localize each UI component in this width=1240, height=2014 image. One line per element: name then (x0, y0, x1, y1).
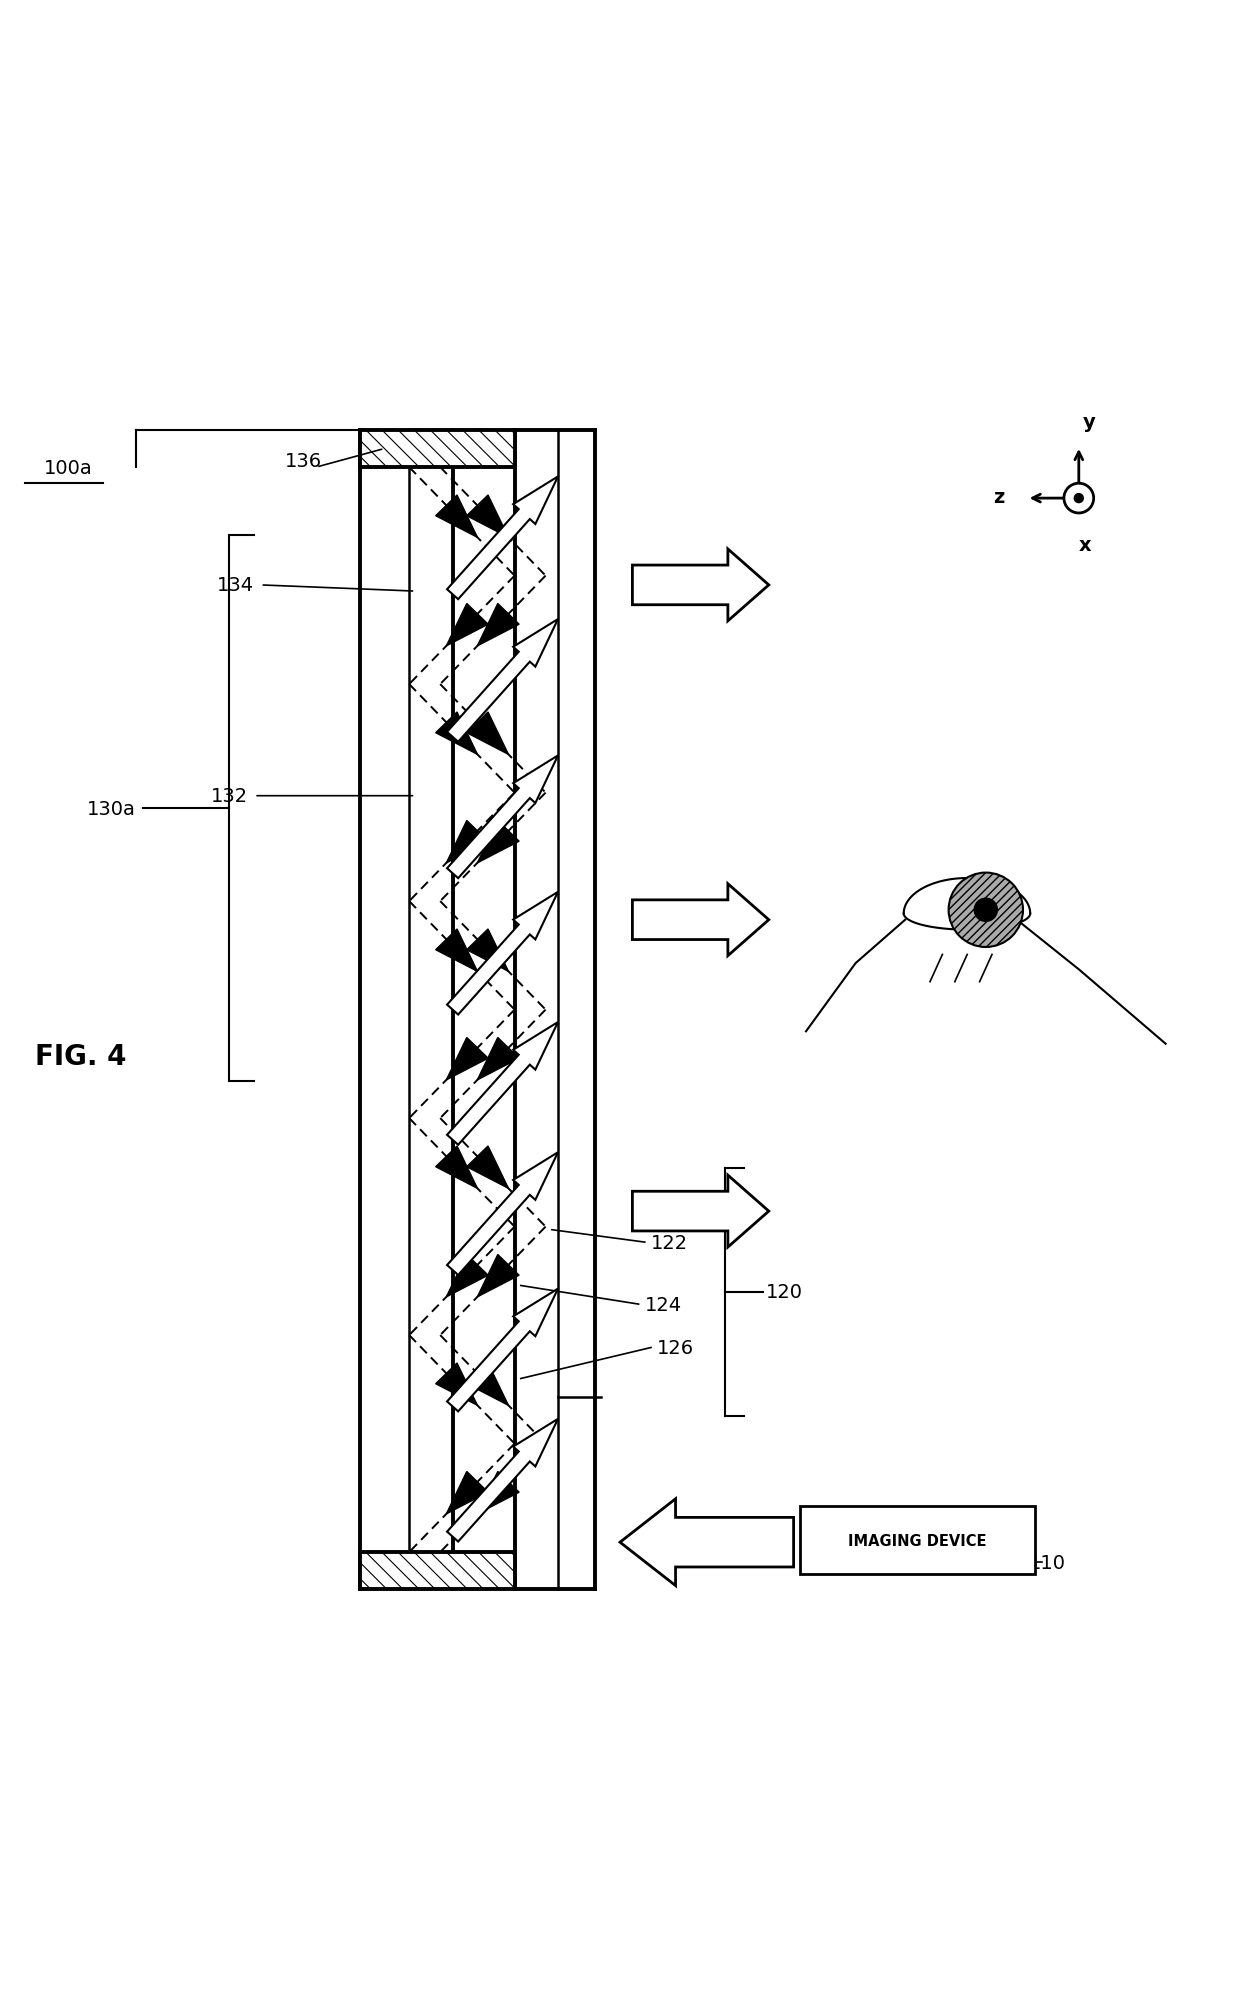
Polygon shape (448, 620, 558, 743)
Text: 126: 126 (657, 1339, 694, 1357)
Polygon shape (446, 822, 489, 864)
Text: 132: 132 (211, 787, 248, 806)
Circle shape (1074, 493, 1084, 504)
Polygon shape (446, 1472, 489, 1515)
Polygon shape (360, 1553, 515, 1589)
Text: x: x (1079, 536, 1091, 556)
Polygon shape (448, 477, 558, 600)
Polygon shape (466, 495, 508, 538)
Polygon shape (477, 1037, 520, 1080)
Polygon shape (632, 884, 769, 957)
Circle shape (1064, 483, 1094, 514)
Polygon shape (632, 550, 769, 622)
Polygon shape (466, 1146, 508, 1188)
Bar (800, 1506, 1035, 1575)
Text: 122: 122 (651, 1233, 688, 1253)
Polygon shape (448, 755, 558, 878)
Polygon shape (448, 892, 558, 1015)
Text: 124: 124 (645, 1295, 682, 1313)
Text: IMAGING DEVICE: IMAGING DEVICE (848, 1533, 987, 1549)
Polygon shape (435, 713, 477, 755)
Polygon shape (477, 1255, 520, 1297)
Polygon shape (620, 1498, 794, 1585)
Polygon shape (477, 604, 520, 646)
Text: 120: 120 (766, 1283, 804, 1301)
Polygon shape (446, 604, 489, 646)
Polygon shape (448, 1023, 558, 1146)
Text: 130a: 130a (87, 800, 136, 818)
Polygon shape (435, 930, 477, 973)
Text: 100a: 100a (43, 459, 93, 477)
Polygon shape (466, 930, 508, 973)
Text: z: z (993, 487, 1004, 508)
Polygon shape (466, 1363, 508, 1406)
Polygon shape (448, 1152, 558, 1275)
Polygon shape (435, 1146, 477, 1188)
Text: 134: 134 (217, 576, 254, 594)
Polygon shape (360, 431, 515, 467)
Polygon shape (446, 1037, 489, 1080)
Text: y: y (1083, 413, 1095, 431)
Polygon shape (632, 1176, 769, 1247)
Text: 110: 110 (1029, 1553, 1066, 1571)
Polygon shape (466, 713, 508, 755)
Polygon shape (477, 1472, 520, 1515)
Polygon shape (448, 1420, 558, 1543)
Text: FIG. 4: FIG. 4 (35, 1043, 126, 1071)
Text: 136: 136 (285, 453, 322, 471)
Circle shape (949, 874, 1023, 947)
Polygon shape (435, 495, 477, 538)
Polygon shape (435, 1363, 477, 1406)
Polygon shape (446, 1255, 489, 1297)
Polygon shape (477, 822, 520, 864)
Circle shape (973, 898, 998, 922)
Polygon shape (448, 1289, 558, 1412)
